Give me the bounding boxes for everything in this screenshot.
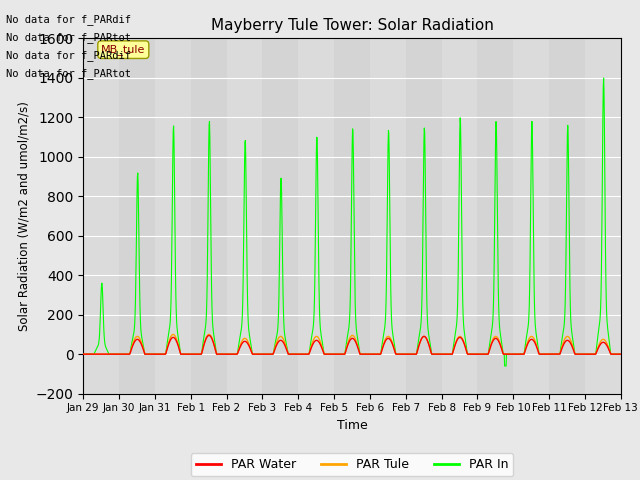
Bar bbox=[513, 38, 549, 394]
Bar bbox=[262, 38, 298, 394]
Title: Mayberry Tule Tower: Solar Radiation: Mayberry Tule Tower: Solar Radiation bbox=[211, 18, 493, 33]
Bar bbox=[585, 38, 621, 394]
Bar bbox=[370, 38, 406, 394]
Bar bbox=[83, 38, 119, 394]
Bar bbox=[119, 38, 155, 394]
Bar bbox=[227, 38, 262, 394]
Bar bbox=[298, 38, 334, 394]
Bar bbox=[549, 38, 585, 394]
Y-axis label: Solar Radiation (W/m2 and umol/m2/s): Solar Radiation (W/m2 and umol/m2/s) bbox=[17, 101, 30, 331]
Bar bbox=[477, 38, 513, 394]
Bar bbox=[406, 38, 442, 394]
X-axis label: Time: Time bbox=[337, 419, 367, 432]
Text: MB_tule: MB_tule bbox=[101, 44, 145, 55]
Text: No data for f_PARdif: No data for f_PARdif bbox=[6, 13, 131, 24]
Bar bbox=[191, 38, 227, 394]
Bar bbox=[334, 38, 370, 394]
Bar bbox=[155, 38, 191, 394]
Legend: PAR Water, PAR Tule, PAR In: PAR Water, PAR Tule, PAR In bbox=[191, 453, 513, 476]
Text: No data for f_PARtot: No data for f_PARtot bbox=[6, 68, 131, 79]
Text: No data for f_PARtot: No data for f_PARtot bbox=[6, 32, 131, 43]
Text: No data for f_PARdif: No data for f_PARdif bbox=[6, 50, 131, 61]
Bar bbox=[442, 38, 477, 394]
